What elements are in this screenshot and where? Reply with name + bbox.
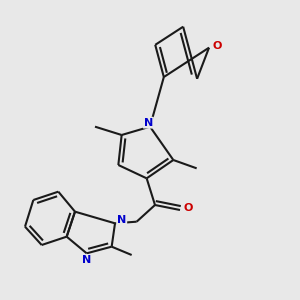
Text: O: O bbox=[184, 203, 193, 213]
Text: N: N bbox=[144, 118, 153, 128]
Text: N: N bbox=[117, 215, 126, 225]
Text: N: N bbox=[82, 255, 91, 265]
Text: O: O bbox=[213, 41, 222, 51]
